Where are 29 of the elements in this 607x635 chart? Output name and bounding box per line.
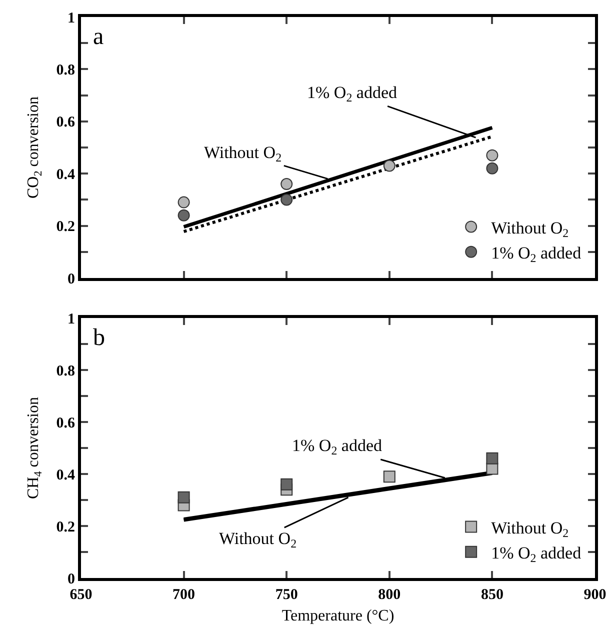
annotation: a xyxy=(93,24,104,50)
x-tick-label: 750 xyxy=(275,587,298,603)
y-tick-label: 0.4 xyxy=(56,166,76,183)
x-tick-label: 650 xyxy=(70,587,92,603)
x-tick-label: 850 xyxy=(480,587,504,603)
x-axis-title: Temperature (°C) xyxy=(282,608,394,625)
x-tick-label: 800 xyxy=(378,587,401,603)
y-tick-label: 0.2 xyxy=(56,219,75,236)
y-tick-label: 0 xyxy=(68,271,75,288)
y-tick-label: 0.2 xyxy=(56,519,75,536)
legend-label: Without O$_{2}$ xyxy=(491,518,569,540)
x-tick-label: 700 xyxy=(172,587,196,603)
annotation: 1% O$_{2}$ added xyxy=(292,436,382,458)
x-tick-label: 900 xyxy=(584,587,606,603)
annotation: b xyxy=(93,325,105,351)
y-tick-label: 1 xyxy=(68,311,75,328)
legend-label: Without O$_{2}$ xyxy=(491,218,569,240)
annotation: 1% O$_{2}$ added xyxy=(307,83,398,105)
y-tick-label: 0.4 xyxy=(56,467,76,484)
y-tick-label: 0.8 xyxy=(56,62,75,78)
y-tick-label: 0.6 xyxy=(56,415,76,432)
annotation: Without O$_{2}$ xyxy=(204,143,282,165)
y-tick-label: 0.6 xyxy=(56,114,76,131)
y-tick-label: 0.8 xyxy=(56,363,75,380)
y-tick-label: 0 xyxy=(68,571,75,588)
annotation: Without O$_{2}$ xyxy=(219,529,297,551)
y-tick-label: 1 xyxy=(68,10,75,26)
legend-label: 1% O$_{2}$ added xyxy=(491,243,582,266)
legend-label: 1% O$_{2}$ added xyxy=(491,543,582,566)
